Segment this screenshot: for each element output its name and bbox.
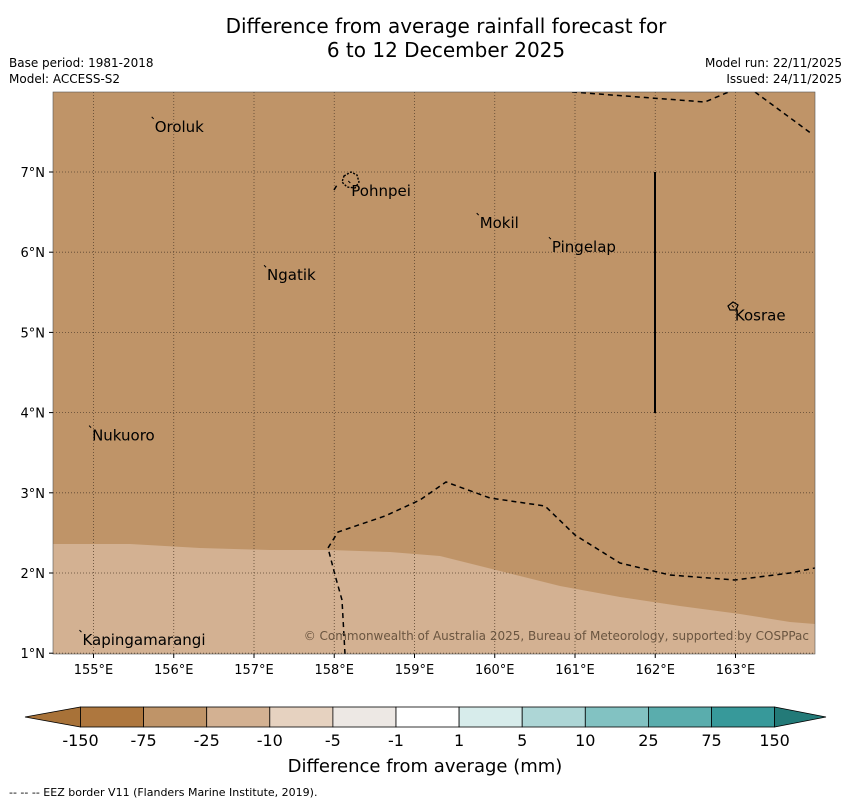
colorbar-bin (395, 706, 460, 728)
lon-tick-label: 155°E (74, 663, 114, 678)
colorbar-extend-low (24, 706, 81, 728)
anomaly-fill-light (53, 544, 815, 654)
map-frame (52, 91, 816, 655)
island-marker (79, 629, 82, 633)
colorbar (24, 706, 827, 728)
colorbar-label: -1 (388, 731, 404, 750)
place-label-pingelap: Pingelap (552, 238, 616, 256)
colorbar-bin (711, 706, 775, 728)
place-label-pohnpei: Pohnpei (351, 182, 411, 200)
base-period: Base period: 1981-2018 (9, 56, 154, 70)
model-run: Model run: 22/11/2025 (704, 56, 842, 70)
lat-tick-label: 1°N (21, 647, 46, 662)
lat-tick-label: 5°N (21, 326, 46, 341)
colorbar-bin (206, 706, 271, 728)
island-marker (347, 180, 351, 184)
model-name: Model: ACCESS-S2 (9, 72, 121, 86)
lon-tick-label: 161°E (555, 663, 595, 678)
kosrae-island-outline (727, 301, 739, 311)
island-marker (263, 264, 267, 268)
colorbar-label: -25 (193, 731, 220, 750)
island-marker (151, 116, 155, 120)
colorbar-bin (648, 706, 712, 728)
pohnpei-island-outline (341, 171, 360, 189)
lon-tick-label: 157°E (234, 663, 274, 678)
colorbar-bin (584, 706, 649, 728)
place-labels: Oroluk Pohnpei Mokil Pingelap Ngatik Kosrae Nu… (79, 116, 786, 649)
lon-tick-label: 158°E (314, 663, 354, 678)
title-line-2: 6 to 12 December 2025 (326, 38, 566, 62)
lat-tick-label: 7°N (21, 166, 46, 181)
colorbar-label: 5 (517, 731, 528, 750)
colorbar-label: -150 (62, 731, 99, 750)
colorbar-bin (521, 706, 586, 728)
colorbar-bin (80, 706, 144, 728)
place-label-mokil: Mokil (480, 214, 519, 232)
footnote-eez: -- -- -- EEZ border V11 (Flanders Marine… (9, 786, 318, 799)
eez-border-northeast (754, 92, 813, 135)
colorbar-label: 75 (701, 731, 722, 750)
lon-tick-label: 163°E (716, 663, 756, 678)
colorbar-label: 1 (454, 731, 465, 750)
colorbar-label: -5 (324, 731, 341, 750)
place-label-nukuoro: Nukuoro (92, 427, 155, 445)
colorbar-extend-high (774, 706, 827, 728)
place-label-oroluk: Oroluk (155, 118, 204, 136)
lon-tick-label: 159°E (395, 663, 435, 678)
lat-tick-label: 2°N (21, 567, 46, 582)
colorbar-label: 150 (759, 731, 790, 750)
colorbar-bin (143, 706, 208, 728)
eez-borders (327, 92, 815, 654)
island-marker (548, 236, 552, 240)
colorbar-title: Difference from average (mm) (287, 756, 563, 777)
island-marker (88, 425, 92, 428)
colorbar-bin (458, 706, 523, 728)
colorbar-label: 25 (638, 731, 659, 750)
colorbar-label: -75 (130, 731, 157, 750)
island-marker (731, 304, 735, 308)
meta-left: Base period: 1981-2018 Model: ACCESS-S2 (9, 55, 154, 87)
lon-tick-labels: 155°E 156°E 157°E 158°E 159°E 160°E 161°E 162°E… (74, 654, 756, 678)
lat-tick-labels: 7°N 6°N 5°N 4°N 3°N 2°N 1°N (21, 166, 53, 662)
eez-border-pohnpei (333, 184, 338, 191)
lon-tick-label: 156°E (154, 663, 194, 678)
meta-right: Model run: 22/11/2025 Issued: 24/11/2025 (705, 55, 842, 87)
map-area: Oroluk Pohnpei Mokil Pingelap Ngatik Kosrae Nu… (53, 92, 815, 654)
colorbar-label: 10 (575, 731, 596, 750)
lat-tick-label: 4°N (21, 407, 46, 422)
chart-title: Difference from average rainfall forecas… (0, 14, 850, 62)
colorbar-bin (269, 706, 334, 728)
eez-border-north (571, 92, 731, 103)
title-line-1: Difference from average rainfall forecas… (225, 14, 667, 38)
eez-border-south (327, 481, 815, 654)
issued-date: Issued: 24/11/2025 (726, 72, 842, 86)
place-label-ngatik: Ngatik (267, 266, 316, 284)
colorbar-label: -10 (256, 731, 283, 750)
place-label-kosrae: Kosrae (735, 306, 786, 324)
lat-tick-label: 6°N (21, 246, 46, 261)
lon-tick-label: 162°E (635, 663, 675, 678)
island-marker (476, 212, 480, 216)
place-label-kapingamarangi: Kapingamarangi (82, 631, 205, 649)
lat-tick-label: 3°N (21, 487, 46, 502)
copyright-notice: © Commonwealth of Australia 2025, Bureau… (304, 629, 809, 643)
lon-tick-label: 160°E (475, 663, 515, 678)
colorbar-bin (332, 706, 397, 728)
